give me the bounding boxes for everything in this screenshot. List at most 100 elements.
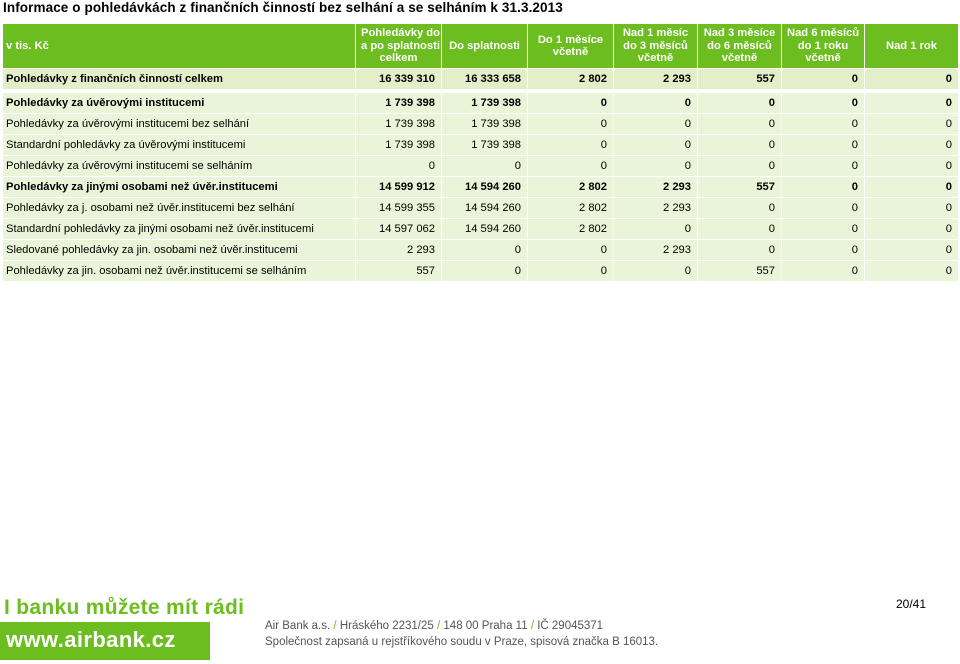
table-row: Pohledávky za úvěrovými institucemi bez … xyxy=(2,113,959,135)
row-label: Pohledávky za úvěrovými institucemi se s… xyxy=(2,155,356,177)
cell: 0 xyxy=(781,134,865,156)
cell: 0 xyxy=(441,155,528,177)
cell: 0 xyxy=(781,68,865,90)
header-1-3-months: Nad 1 měsíc do 3 měsíců včetně xyxy=(613,23,698,69)
cell: 1 739 398 xyxy=(355,134,442,156)
cell: 0 xyxy=(527,260,614,282)
cell: 0 xyxy=(781,239,865,261)
cell: 0 xyxy=(697,113,782,135)
cell: 0 xyxy=(697,155,782,177)
header-before-due: Do splatnosti xyxy=(441,23,528,69)
cell: 1 739 398 xyxy=(441,113,528,135)
cell: 1 739 398 xyxy=(355,113,442,135)
table-row: Pohledávky za úvěrovými institucemi se s… xyxy=(2,155,959,177)
cell: 1 739 398 xyxy=(441,92,528,114)
cell: 0 xyxy=(781,92,865,114)
cell: 0 xyxy=(527,134,614,156)
cell: 0 xyxy=(781,218,865,240)
table-row: Pohledávky za úvěrovými institucemi 1 73… xyxy=(2,92,959,114)
cell: 0 xyxy=(781,197,865,219)
row-label: Pohledávky za úvěrovými institucemi bez … xyxy=(2,113,356,135)
row-label: Sledované pohledávky za jin. osobami než… xyxy=(2,239,356,261)
cell: 0 xyxy=(864,197,959,219)
cell: 0 xyxy=(697,134,782,156)
cell: 0 xyxy=(613,218,698,240)
cell: 0 xyxy=(527,239,614,261)
company-city: 148 00 Praha 11 xyxy=(443,620,528,632)
header-total: Pohledávky do a po splatnosti celkem xyxy=(355,23,442,69)
cell: 14 599 355 xyxy=(355,197,442,219)
cell: 0 xyxy=(781,113,865,135)
cell: 2 293 xyxy=(613,68,698,90)
divider: / xyxy=(530,620,535,632)
company-info: Air Bank a.s. / Hráského 2231/25 / 148 0… xyxy=(265,620,603,632)
cell: 2 802 xyxy=(527,197,614,219)
cell: 2 293 xyxy=(355,239,442,261)
cell: 0 xyxy=(527,92,614,114)
cell: 1 739 398 xyxy=(441,134,528,156)
company-address: Hráského 2231/25 xyxy=(339,620,434,632)
row-label: Standardní pohledávky za jinými osobami … xyxy=(2,218,356,240)
header-unit: v tis. Kč xyxy=(2,23,356,69)
header-over-1-year: Nad 1 rok xyxy=(864,23,959,69)
table-row: Standardní pohledávky za jinými osobami … xyxy=(2,218,959,240)
cell: 0 xyxy=(527,113,614,135)
table-row: Standardní pohledávky za úvěrovými insti… xyxy=(2,134,959,156)
header-6-12-months: Nad 6 měsíců do 1 roku včetně xyxy=(781,23,865,69)
row-label: Standardní pohledávky za úvěrovými insti… xyxy=(2,134,356,156)
row-label: Pohledávky za jinými osobami než úvěr.in… xyxy=(2,176,356,198)
cell: 0 xyxy=(781,260,865,282)
cell: 1 739 398 xyxy=(355,92,442,114)
cell: 0 xyxy=(864,239,959,261)
cell: 0 xyxy=(864,155,959,177)
cell: 2 293 xyxy=(613,176,698,198)
cell: 557 xyxy=(697,260,782,282)
cell: 0 xyxy=(697,239,782,261)
table-row: Pohledávky za jin. osobami než úvěr.inst… xyxy=(2,260,959,282)
row-label: Pohledávky za j. osobami než úvěr.instit… xyxy=(2,197,356,219)
table-row: Sledované pohledávky za jin. osobami než… xyxy=(2,239,959,261)
cell: 14 594 260 xyxy=(441,218,528,240)
cell: 2 802 xyxy=(527,218,614,240)
cell: 16 333 658 xyxy=(441,68,528,90)
cell: 557 xyxy=(355,260,442,282)
cell: 0 xyxy=(613,155,698,177)
divider: / xyxy=(333,620,337,632)
cell: 0 xyxy=(864,68,959,90)
cell: 0 xyxy=(613,113,698,135)
cell: 14 599 912 xyxy=(355,176,442,198)
cell: 0 xyxy=(864,176,959,198)
table-header-row: v tis. Kč Pohledávky do a po splatnosti ce… xyxy=(2,23,959,69)
page-number: 20/41 xyxy=(895,597,926,611)
cell: 0 xyxy=(613,260,698,282)
url-banner xyxy=(0,622,210,660)
cell: 557 xyxy=(697,68,782,90)
cell: 0 xyxy=(355,155,442,177)
cell: 0 xyxy=(613,134,698,156)
cell: 0 xyxy=(697,218,782,240)
page-title: Informace o pohledávkách z finančních či… xyxy=(3,0,563,15)
cell: 0 xyxy=(613,92,698,114)
cell: 0 xyxy=(864,260,959,282)
registry-info: Společnost zapsaná u rejstříkového soudu… xyxy=(265,636,659,648)
cell: 0 xyxy=(864,134,959,156)
cell: 0 xyxy=(697,92,782,114)
cell: 2 293 xyxy=(613,197,698,219)
cell: 557 xyxy=(697,176,782,198)
cell: 0 xyxy=(441,239,528,261)
cell: 2 802 xyxy=(527,68,614,90)
cell: 0 xyxy=(527,155,614,177)
cell: 0 xyxy=(781,155,865,177)
cell: 16 339 310 xyxy=(355,68,442,90)
website-link[interactable]: www.airbank.cz xyxy=(6,627,176,652)
cell: 0 xyxy=(864,218,959,240)
company-name: Air Bank a.s. xyxy=(265,620,331,632)
cell: 14 597 062 xyxy=(355,218,442,240)
receivables-table: v tis. Kč Pohledávky do a po splatnosti ce… xyxy=(2,23,959,282)
table-row: Pohledávky za jinými osobami než úvěr.in… xyxy=(2,176,959,198)
row-label: Pohledávky za jin. osobami než úvěr.inst… xyxy=(2,260,356,282)
cell: 0 xyxy=(864,92,959,114)
cell: 0 xyxy=(864,113,959,135)
cell: 0 xyxy=(781,176,865,198)
table-row: Pohledávky z finančních činností celkem … xyxy=(2,68,959,90)
